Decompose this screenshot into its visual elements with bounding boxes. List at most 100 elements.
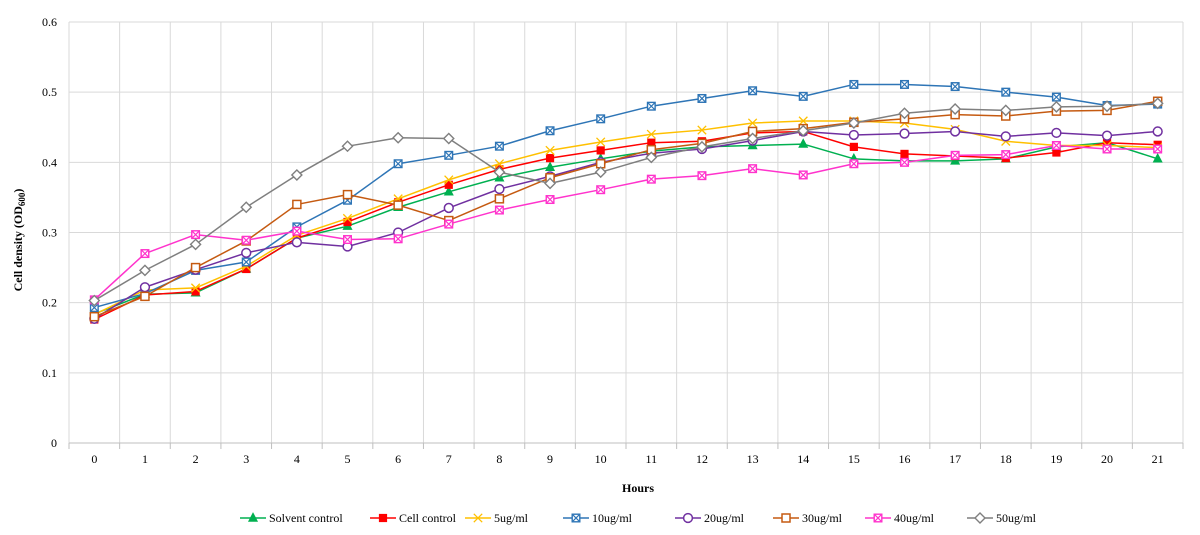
data-point-solvent-control <box>1152 152 1163 163</box>
data-point-50ug-ml <box>746 132 759 145</box>
data-point-40ug-ml <box>1051 140 1061 150</box>
data-point-50ug-ml <box>290 168 303 181</box>
data-point-5ug-ml <box>494 159 505 169</box>
data-point-40ug-ml <box>1102 144 1112 154</box>
data-point-50ug-ml <box>1101 100 1114 113</box>
legend-item-50ug-ml: 50ug/ml <box>967 511 1037 525</box>
data-point-solvent-control <box>443 185 454 196</box>
x-tick-label: 4 <box>294 452 300 466</box>
series-line-10ug-ml <box>94 83 1158 309</box>
x-axis-title: Hours <box>622 481 654 495</box>
data-point-50ug-ml <box>949 103 962 115</box>
data-point-cell-control <box>849 142 858 151</box>
data-point-10ug-ml <box>798 91 808 101</box>
data-point-40ug-ml <box>697 171 707 181</box>
data-point-50ug-ml <box>88 294 101 307</box>
series-layer <box>88 79 1164 324</box>
y-tick-labels: 0 0.1 0.2 0.3 0.4 0.5 0.6 <box>42 15 57 450</box>
data-point-40ug-ml <box>444 219 454 229</box>
data-point-5ug-ml <box>596 137 606 147</box>
data-point-50ug-ml <box>645 151 658 164</box>
y-axis-title-close: ) <box>11 189 25 193</box>
data-point-10ug-ml <box>494 141 504 151</box>
data-point-20ug-ml <box>291 237 303 248</box>
data-point-5ug-ml <box>342 213 353 224</box>
data-point-20ug-ml <box>1000 131 1011 142</box>
data-point-50ug-ml <box>240 201 253 214</box>
series-line-cell-control <box>93 130 1158 321</box>
data-point-10ug-ml <box>900 79 910 89</box>
y-tick-label: 0 <box>51 436 57 450</box>
series-line-20ug-ml <box>93 130 1158 320</box>
data-point-solvent-control <box>798 138 809 148</box>
data-point-40ug-ml <box>748 164 758 174</box>
data-point-20ug-ml <box>1101 130 1113 141</box>
data-point-20ug-ml <box>1051 127 1062 139</box>
legend-item-solvent-control: Solvent control <box>240 511 343 525</box>
data-point-10ug-ml <box>393 159 403 169</box>
series-50ug-ml <box>88 97 1164 307</box>
data-point-10ug-ml <box>444 150 454 160</box>
x-tick-label: 19 <box>1050 452 1062 466</box>
data-point-40ug-ml <box>596 185 606 195</box>
data-point-5ug-ml <box>190 283 201 293</box>
legend-marker-solvent-control <box>247 512 259 522</box>
data-point-50ug-ml <box>544 177 557 190</box>
data-point-20ug-ml <box>494 183 505 195</box>
data-point-10ug-ml <box>748 86 758 96</box>
data-point-20ug-ml <box>848 129 860 141</box>
y-axis-title-subscript: 600 <box>17 192 27 206</box>
x-tick-label: 13 <box>747 452 759 466</box>
data-point-30ug-ml <box>393 200 403 210</box>
data-point-10ug-ml <box>950 82 960 92</box>
x-tick-label: 3 <box>243 452 249 466</box>
data-point-10ug-ml <box>545 126 555 136</box>
legend-marker-30ug-ml <box>781 513 791 523</box>
x-tick-label: 14 <box>797 452 809 466</box>
data-point-50ug-ml <box>189 238 202 251</box>
legend-label: 30ug/ml <box>802 511 843 525</box>
data-point-cell-control <box>900 149 909 159</box>
legend-item-10ug-ml: 10ug/ml <box>563 511 633 525</box>
data-point-10ug-ml <box>646 101 656 111</box>
legend-label: 10ug/ml <box>592 511 633 525</box>
y-axis-title-main: Cell density (OD <box>11 206 25 292</box>
x-tick-label: 0 <box>91 452 97 466</box>
data-point-5ug-ml <box>545 145 555 156</box>
data-point-solvent-control <box>545 161 556 171</box>
legend-marker-cell-control <box>378 513 388 523</box>
data-point-5ug-ml <box>697 125 707 135</box>
data-point-40ug-ml <box>1153 144 1163 154</box>
data-point-20ug-ml <box>949 126 961 137</box>
legend-label: 40ug/ml <box>894 511 935 525</box>
data-point-10ug-ml <box>89 303 99 313</box>
y-axis-title: Cell density (OD600) <box>11 189 27 292</box>
legend-marker-10ug-ml <box>571 513 581 523</box>
legend-label: Cell control <box>399 511 457 525</box>
data-point-50ug-ml <box>392 131 405 144</box>
data-point-50ug-ml <box>1050 100 1063 113</box>
legend-item-cell-control: Cell control <box>370 511 457 525</box>
data-point-10ug-ml <box>596 114 606 124</box>
legend-item-20ug-ml: 20ug/ml <box>675 511 745 525</box>
x-tick-label: 12 <box>696 452 708 466</box>
data-point-40ug-ml <box>1001 150 1011 160</box>
data-point-5ug-ml <box>444 175 454 185</box>
y-tick-label: 0.6 <box>42 15 57 29</box>
data-point-10ug-ml <box>241 257 251 267</box>
data-point-30ug-ml <box>140 291 150 302</box>
data-point-40ug-ml <box>950 150 960 160</box>
data-point-50ug-ml <box>847 117 860 130</box>
series-40ug-ml <box>89 140 1163 305</box>
data-point-20ug-ml <box>443 202 454 214</box>
x-tick-label: 18 <box>1000 452 1012 466</box>
x-tick-label: 20 <box>1101 452 1113 466</box>
legend-item-30ug-ml: 30ug/ml <box>773 511 843 525</box>
data-point-30ug-ml <box>89 311 100 322</box>
data-point-10ug-ml <box>1001 87 1011 97</box>
y-tick-label: 0.3 <box>42 226 57 240</box>
legend-marker-5ug-ml <box>473 513 483 523</box>
x-tick-label: 11 <box>646 452 658 466</box>
data-point-30ug-ml <box>190 262 201 273</box>
data-point-40ug-ml <box>494 205 504 215</box>
